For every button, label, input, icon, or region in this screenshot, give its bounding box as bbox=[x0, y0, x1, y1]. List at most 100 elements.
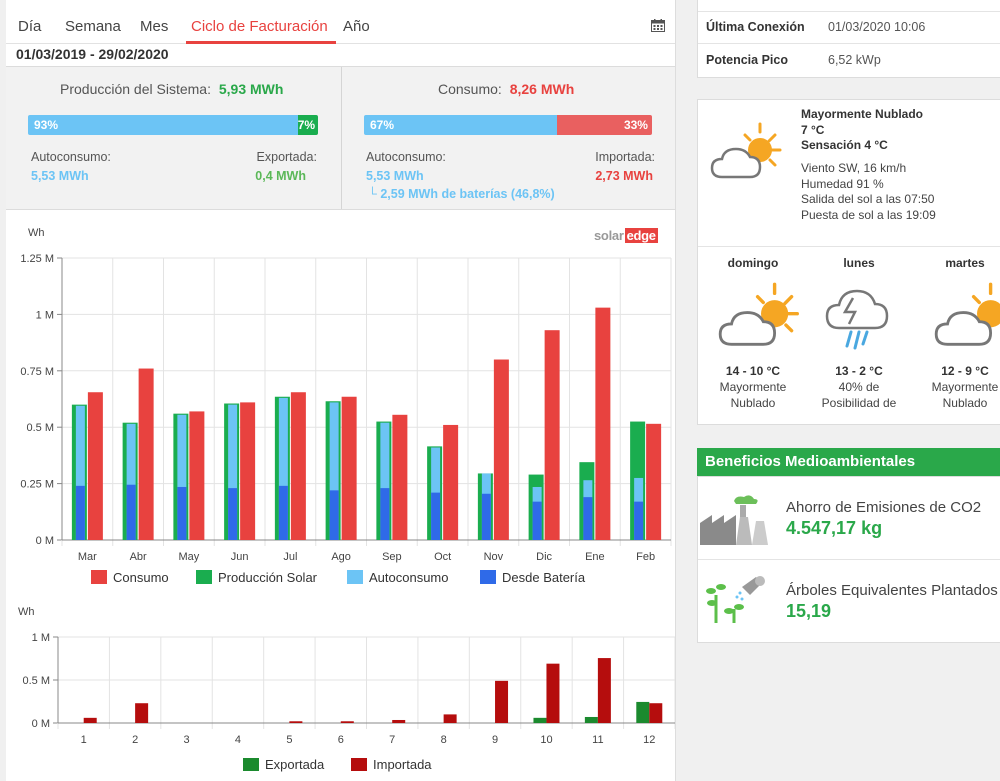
x-tick-label: 6 bbox=[338, 734, 344, 746]
bar-importada bbox=[392, 719, 406, 723]
forecast-day-1: domingo bbox=[727, 256, 779, 270]
x-tick-label: 1 bbox=[81, 734, 87, 746]
bar-desde-bateria bbox=[177, 486, 187, 540]
calendar-icon[interactable] bbox=[651, 19, 665, 32]
tab-mes[interactable]: Mes bbox=[140, 18, 169, 35]
site-info-divider bbox=[698, 43, 1000, 44]
factory-icon bbox=[700, 495, 768, 545]
bar-consumo bbox=[493, 359, 509, 540]
legend-label: Producción Solar bbox=[218, 570, 318, 585]
partly-cloudy-icon bbox=[718, 282, 799, 346]
legend-label: Autoconsumo bbox=[369, 570, 449, 585]
bar-desde-bateria bbox=[75, 485, 85, 540]
consumption-label: Consumo: bbox=[438, 81, 502, 97]
consumption-import-label: Importada: bbox=[595, 150, 655, 164]
benefits-divider bbox=[698, 559, 1000, 560]
production-export-value: 0,4 MWh bbox=[255, 169, 306, 183]
forecast-divider bbox=[698, 246, 1000, 247]
bar-autoconsumo bbox=[126, 423, 136, 540]
consumption-self-segment: 67% bbox=[364, 115, 557, 135]
bar-importada bbox=[597, 658, 611, 723]
production-self-pct: 93% bbox=[34, 118, 59, 132]
bar-desde-bateria bbox=[532, 501, 542, 540]
production-export-pct: 7% bbox=[297, 118, 316, 132]
partly-cloudy-icon bbox=[710, 122, 782, 179]
x-tick-label: Oct bbox=[434, 551, 451, 563]
bar-importada bbox=[135, 703, 149, 723]
bar-autoconsumo bbox=[75, 405, 85, 540]
bar-importada bbox=[649, 703, 663, 723]
consumption-self-pct: 67% bbox=[370, 118, 395, 132]
tab-dia[interactable]: Día bbox=[18, 18, 42, 35]
forecast-temp-2: 13 - 2 °C bbox=[835, 364, 883, 378]
benefits-header: Beneficios Medioambientales bbox=[697, 448, 1000, 476]
bar-importada bbox=[83, 717, 97, 723]
bar-exportada bbox=[533, 717, 547, 723]
x-tick-label: Mar bbox=[78, 551, 97, 563]
production-value: 5,93 MWh bbox=[218, 81, 284, 97]
bar-desde-bateria bbox=[431, 492, 441, 540]
production-summary: Producción del Sistema: 5,93 MWh bbox=[60, 81, 283, 97]
consumption-bar: 67% 33% bbox=[364, 115, 652, 135]
legend-swatch bbox=[351, 758, 367, 771]
x-tick-label: Nov bbox=[484, 551, 504, 563]
consumption-import-pct: 33% bbox=[623, 118, 648, 132]
bar-desde-bateria bbox=[329, 490, 339, 540]
forecast-temp-1: 14 - 10 °C bbox=[725, 364, 781, 378]
y-tick-label: 0 M bbox=[36, 535, 54, 547]
trees-value: 15,19 bbox=[786, 601, 832, 621]
x-tick-label: 8 bbox=[441, 734, 447, 746]
x-tick-label: Ago bbox=[331, 551, 351, 563]
bar-desde-bateria bbox=[228, 488, 238, 540]
rain-icon bbox=[825, 289, 889, 350]
x-tick-label: 2 bbox=[132, 734, 138, 746]
legend-label: Exportada bbox=[265, 757, 325, 772]
tab-ano[interactable]: Año bbox=[343, 18, 370, 35]
bar-desde-bateria bbox=[481, 493, 491, 540]
bar-autoconsumo bbox=[380, 422, 390, 540]
site-info-top-row bbox=[698, 0, 1000, 12]
y-axis-label: Wh bbox=[18, 606, 35, 618]
y-tick-label: 0.5 M bbox=[26, 422, 54, 434]
tab-ciclo-facturacion[interactable]: Ciclo de Facturación bbox=[191, 18, 328, 35]
forecast-day-3: martes bbox=[945, 256, 985, 270]
bar-consumo bbox=[240, 402, 256, 540]
weather-wind: Viento SW, 16 km/h bbox=[801, 161, 907, 175]
forecast-desc2-1: Nublado bbox=[730, 396, 776, 410]
bar-autoconsumo bbox=[228, 404, 238, 540]
x-tick-label: 7 bbox=[389, 734, 395, 746]
peak-power-value: 6,52 kWp bbox=[828, 53, 881, 67]
weather-temp: 7 °C bbox=[801, 123, 825, 137]
bar-consumo bbox=[595, 307, 611, 540]
production-label: Producción del Sistema: bbox=[60, 81, 211, 97]
bar-consumo bbox=[138, 368, 154, 540]
bar-consumo bbox=[87, 392, 103, 540]
legend-label: Desde Batería bbox=[502, 570, 586, 585]
bar-consumo bbox=[290, 392, 306, 540]
bar-desde-bateria bbox=[126, 484, 136, 540]
weather-sunset: Puesta de sol a las 19:09 bbox=[801, 208, 936, 222]
legend-swatch bbox=[480, 570, 496, 584]
bar-desde-bateria bbox=[278, 485, 288, 540]
y-tick-label: 0.75 M bbox=[20, 366, 54, 378]
bar-consumo bbox=[341, 396, 357, 540]
bar-consumo bbox=[443, 424, 459, 540]
tab-semana[interactable]: Semana bbox=[65, 18, 121, 35]
energy-panel: Día Semana Mes Ciclo de Facturación Año … bbox=[6, 0, 676, 781]
forecast-desc-1: Mayormente bbox=[719, 380, 787, 394]
bar-importada bbox=[340, 721, 354, 723]
bar-consumo bbox=[646, 423, 662, 540]
solaredge-logo: solar edge bbox=[594, 228, 658, 243]
x-tick-label: 9 bbox=[492, 734, 498, 746]
bar-autoconsumo bbox=[278, 397, 288, 540]
weather-humidity: Humedad 91 % bbox=[801, 177, 884, 191]
legend-label: Consumo bbox=[113, 570, 169, 585]
bar-consumo bbox=[392, 414, 408, 540]
y-tick-label: 0.25 M bbox=[20, 479, 54, 491]
energy-balance-chart: Wh 0 M 0.25 M 0.5 M 0.75 M 1 M 1.25 M Mar Abr May… bbox=[20, 227, 672, 585]
co2-label: Ahorro de Emisiones de CO2 bbox=[786, 499, 982, 516]
battery-note: └ 2,59 MWh de baterías (46,8%) bbox=[368, 187, 555, 201]
x-tick-label: Dic bbox=[536, 551, 552, 563]
active-tab-indicator bbox=[186, 41, 336, 44]
